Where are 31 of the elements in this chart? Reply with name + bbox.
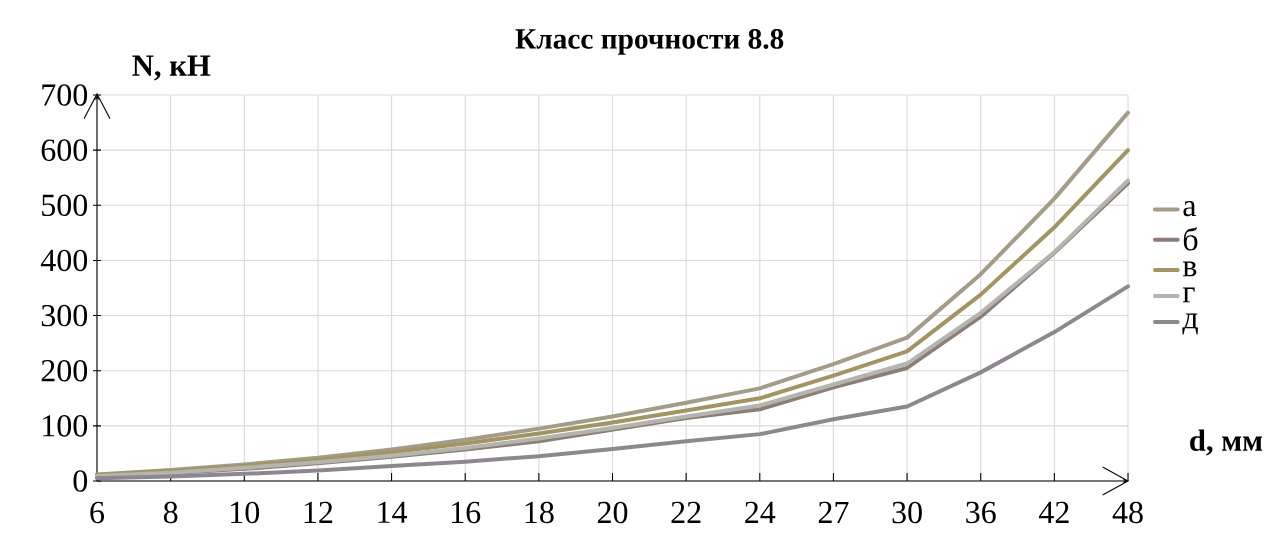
- x-tick-label: 48: [1112, 501, 1143, 524]
- y-axis-title: N, кН: [132, 55, 211, 81]
- x-tick-label: 22: [671, 501, 701, 523]
- x-tick-label: 16: [452, 501, 481, 524]
- x-tick-label: 36: [966, 501, 996, 524]
- legend-label: а: [1183, 200, 1197, 217]
- y-tick-label: 200: [41, 359, 88, 382]
- x-tick-label: 24: [745, 501, 776, 523]
- legend-label: б: [1183, 227, 1198, 251]
- legend-label: г: [1182, 287, 1195, 303]
- legend-label: д: [1182, 313, 1198, 335]
- x-tick-label: 6: [90, 501, 105, 524]
- y-tick-label: 600: [41, 139, 88, 161]
- x-tick-label: 8: [163, 501, 178, 524]
- x-tick-label: 10: [231, 501, 260, 524]
- x-tick-label: 14: [378, 501, 408, 523]
- y-tick-label: 300: [41, 304, 88, 327]
- legend-label: в: [1182, 261, 1197, 277]
- x-tick-label: 30: [892, 501, 922, 524]
- x-tick-label: 42: [1038, 501, 1069, 523]
- x-tick-label: 27: [818, 501, 849, 523]
- chart-title: Класс прочности 8.8: [515, 28, 784, 55]
- x-tick-label: 12: [304, 501, 333, 523]
- y-tick-label: 700: [42, 84, 88, 106]
- x-axis-title: d, мм: [1190, 429, 1263, 456]
- y-tick-label: 100: [43, 415, 88, 437]
- x-tick-label: 20: [597, 501, 628, 524]
- y-tick-label: 0: [73, 470, 88, 492]
- y-tick-label: 400: [40, 249, 88, 272]
- x-tick-label: 18: [525, 501, 554, 524]
- y-tick-label: 500: [42, 194, 88, 217]
